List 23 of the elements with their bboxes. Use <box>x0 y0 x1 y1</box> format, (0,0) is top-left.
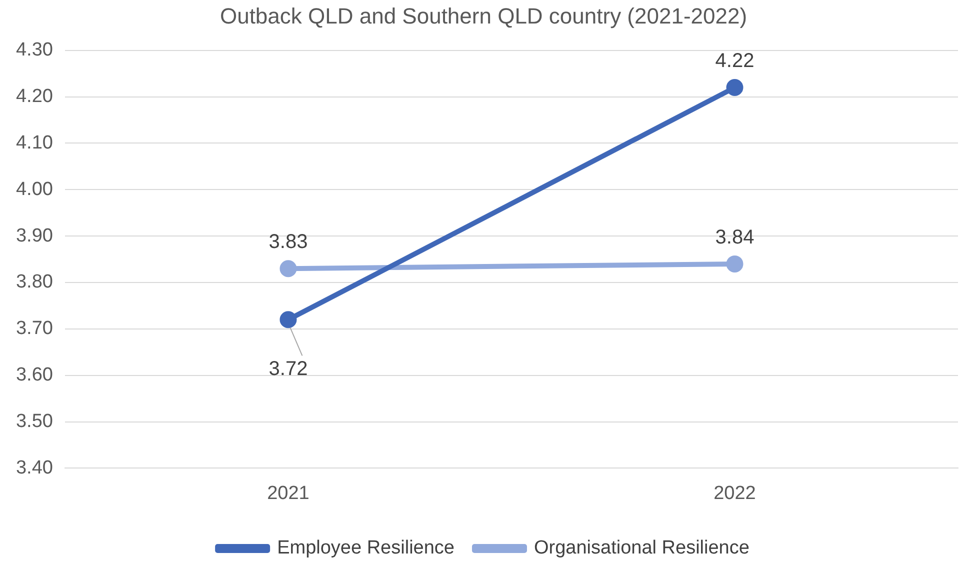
y-tick-label: 4.30 <box>16 40 53 61</box>
y-tick-label: 4.00 <box>16 178 53 200</box>
data-label: 3.83 <box>268 231 308 254</box>
legend-label: Organisational Resilience <box>534 538 750 559</box>
point <box>280 311 297 328</box>
y-tick-label: 3.50 <box>16 411 53 432</box>
y-tick-label: 3.40 <box>16 457 53 478</box>
x-tick-label: 2021 <box>267 482 310 504</box>
data-label: 4.22 <box>715 50 754 72</box>
data-label: 3.72 <box>268 358 308 380</box>
point <box>280 260 297 278</box>
chart-title: Outback QLD and Southern QLD country (2021-2022) <box>220 3 748 28</box>
y-tick-label: 4.20 <box>16 86 53 108</box>
y-tick-label: 3.70 <box>16 318 53 340</box>
data-label: 3.84 <box>715 226 754 248</box>
point <box>726 79 744 96</box>
x-tick-label: 2022 <box>714 482 756 504</box>
legend-label: Employee Resilience <box>277 538 454 559</box>
y-tick-label: 3.80 <box>16 272 53 293</box>
y-tick-label: 4.10 <box>16 132 53 154</box>
point <box>726 255 744 272</box>
y-tick-label: 3.60 <box>16 364 53 386</box>
y-tick-label: 3.90 <box>16 225 53 246</box>
